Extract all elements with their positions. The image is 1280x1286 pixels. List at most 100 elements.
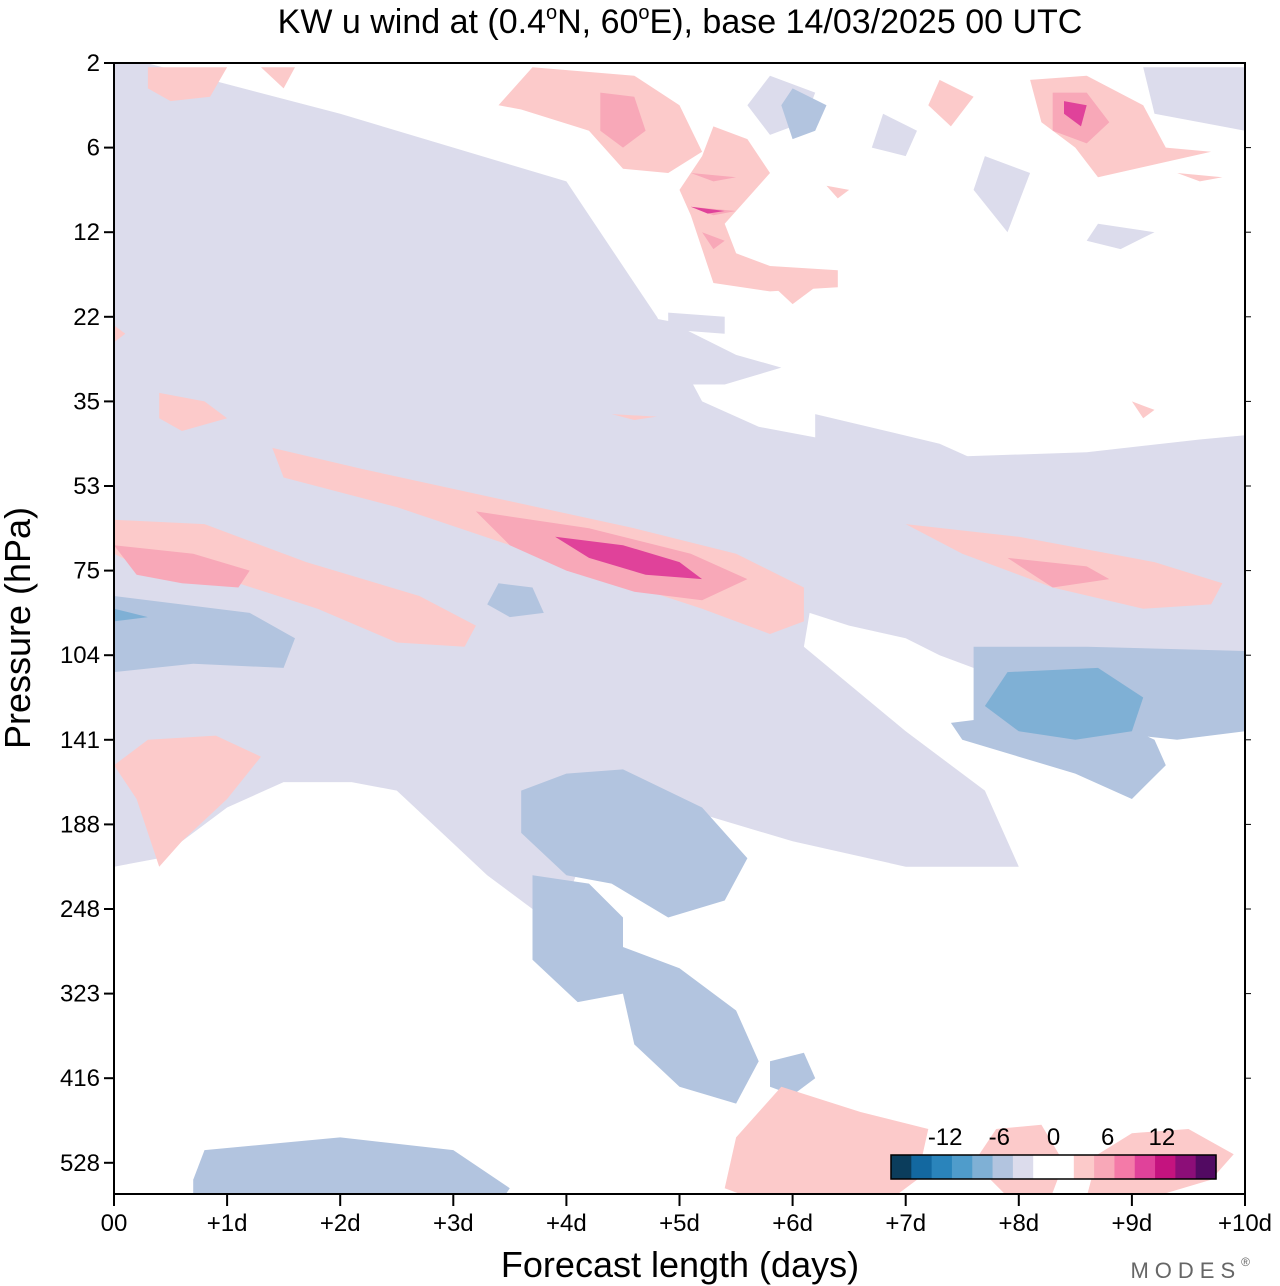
westerly-contour-region xyxy=(555,536,703,580)
westerly-contour-region xyxy=(702,232,725,250)
easterly-contour-region xyxy=(204,228,250,241)
westerly-contour-region xyxy=(724,1086,929,1194)
colorbar-swatch xyxy=(992,1155,1014,1179)
westerly-contour-region xyxy=(690,206,725,214)
westerly-contour-region xyxy=(928,79,974,127)
westerly-contour-region xyxy=(261,67,295,89)
title-part-pre: KW u wind at (0.4 xyxy=(278,3,546,41)
easterly-contour-region xyxy=(781,88,827,140)
y-tick-label: 188 xyxy=(60,811,100,838)
brand-name: MODES xyxy=(1130,1258,1241,1283)
y-tick-label: 35 xyxy=(73,388,100,415)
easterly-contour-region xyxy=(600,308,782,385)
westerly-contour-region xyxy=(114,545,250,588)
x-tick-label: +3d xyxy=(433,1210,474,1237)
colorbar-swatch xyxy=(972,1155,994,1179)
y-tick-label: 2 xyxy=(87,50,100,77)
colorbar-swatch xyxy=(1053,1155,1075,1179)
title-degree-mark: o xyxy=(546,2,557,24)
colorbar-label: -12 xyxy=(928,1124,963,1151)
easterly-contour-region xyxy=(114,63,1245,909)
y-tick-label: 323 xyxy=(60,981,100,1008)
x-tick-label: +10d xyxy=(1218,1210,1272,1237)
x-tick-label: +1d xyxy=(207,1210,248,1237)
x-tick-label: 00 xyxy=(101,1210,128,1237)
colorbar-swatch xyxy=(1175,1155,1197,1179)
colorbar-swatch xyxy=(1114,1155,1136,1179)
colorbar-swatch xyxy=(1195,1155,1217,1179)
title-degree-mark: o xyxy=(638,2,649,24)
easterly-contour-region xyxy=(984,667,1144,740)
x-tick-label: +4d xyxy=(546,1210,587,1237)
y-axis: 2 6 12 22 35 53 75 104 141 188 248 323 416 528 xyxy=(60,50,1251,1177)
y-tick-label: 75 xyxy=(73,558,100,585)
westerly-contour-region xyxy=(690,173,737,182)
easterly-contour-region xyxy=(453,185,488,207)
westerly-contour-region xyxy=(770,283,816,305)
plot-area xyxy=(114,63,1245,1286)
easterly-contour-region xyxy=(973,156,1031,233)
y-tick-label: 22 xyxy=(73,304,100,331)
easterly-contour-region xyxy=(114,608,148,622)
westerly-contour-region xyxy=(1131,401,1155,419)
colorbar-label: 0 xyxy=(1047,1124,1060,1151)
easterly-contour-region xyxy=(114,596,295,673)
colorbar-swatch xyxy=(1134,1155,1156,1179)
easterly-contour-region xyxy=(317,185,363,199)
y-tick-label: 53 xyxy=(73,473,100,500)
colorbar-swatch xyxy=(1012,1155,1034,1179)
westerly-contour-region xyxy=(1064,101,1087,127)
x-tick-label: +7d xyxy=(885,1210,926,1237)
x-tick-label: +6d xyxy=(772,1210,813,1237)
easterly-contour-region xyxy=(487,583,544,618)
easterly-contour-region xyxy=(170,151,250,178)
colorbar-swatch xyxy=(951,1155,973,1179)
westerly-contour-region xyxy=(600,92,646,148)
colorbar-swatch xyxy=(891,1155,912,1179)
westerly-contour-region xyxy=(159,392,228,431)
easterly-contour-region xyxy=(950,714,1166,799)
easterly-contour-region xyxy=(668,312,725,334)
y-tick-label: 416 xyxy=(60,1065,100,1092)
colorbar-swatch xyxy=(1094,1155,1116,1179)
colorbar-label: -6 xyxy=(989,1124,1010,1151)
westerly-contour-region xyxy=(611,414,657,420)
westerly-contour-region xyxy=(679,126,838,292)
easterly-contour-region xyxy=(1086,223,1155,250)
westerly-contour-region xyxy=(826,185,850,199)
brand-registered-mark: ® xyxy=(1241,1255,1250,1269)
westerly-contour-region xyxy=(1007,557,1110,588)
y-tick-label: 6 xyxy=(87,135,100,162)
westerly-contour-region xyxy=(114,519,476,647)
easterly-contour-region xyxy=(566,215,601,241)
y-tick-label: 528 xyxy=(60,1150,100,1177)
colorbar-swatch xyxy=(911,1155,933,1179)
easterly-contour-region xyxy=(181,181,284,203)
x-tick-label: +5d xyxy=(659,1210,700,1237)
westerly-contour-region xyxy=(261,1273,340,1286)
easterly-contour-region xyxy=(521,769,748,918)
easterly-contour-region xyxy=(1143,67,1245,131)
y-tick-label: 248 xyxy=(60,896,100,923)
y-tick-label: 141 xyxy=(60,727,100,754)
easterly-contour-region xyxy=(532,875,623,1003)
easterly-contour-region xyxy=(679,494,793,525)
colorbar-swatch xyxy=(1033,1155,1055,1179)
colorbar-legend: -12 -6 0 6 12 xyxy=(890,1124,1217,1180)
y-tick-label: 12 xyxy=(73,219,100,246)
title-part-mid: N, 60 xyxy=(557,3,638,41)
y-tick-label: 104 xyxy=(60,642,100,669)
easterly-contour-region xyxy=(815,414,997,470)
title-part-post: E), base 14/03/2025 00 UTC xyxy=(650,3,1083,41)
colorbar-label: 6 xyxy=(1101,1124,1114,1151)
colorbar-swatch xyxy=(931,1155,953,1179)
easterly-contour-region xyxy=(871,113,917,157)
colorbar-label: 12 xyxy=(1148,1124,1175,1151)
x-tick-label: +2d xyxy=(320,1210,361,1237)
colorbar-frame xyxy=(890,1154,1217,1180)
westerly-contour-region xyxy=(147,67,228,102)
chart-title: KW u wind at (0.4oN, 60oE), base 14/03/2… xyxy=(278,2,1083,41)
colorbar-swatch xyxy=(1155,1155,1176,1179)
westerly-contour-region xyxy=(1177,173,1223,182)
